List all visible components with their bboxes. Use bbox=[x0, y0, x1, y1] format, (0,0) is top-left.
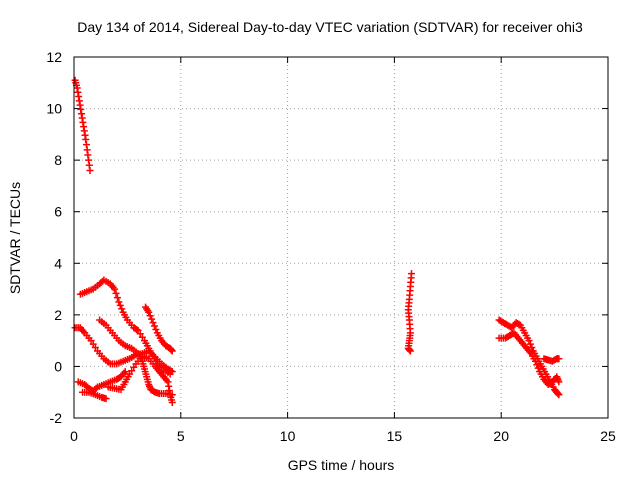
data-point-marker bbox=[86, 166, 94, 174]
x-tick-label: 25 bbox=[600, 428, 616, 444]
data-point-marker bbox=[145, 308, 153, 316]
series-arc-12 bbox=[540, 355, 563, 365]
data-point-marker bbox=[111, 285, 119, 293]
data-point-marker bbox=[112, 289, 120, 297]
data-point-marker bbox=[146, 312, 154, 320]
data-point-marker bbox=[526, 340, 534, 348]
data-point-marker bbox=[150, 322, 158, 330]
y-tick-label: -2 bbox=[50, 410, 63, 426]
data-point-marker bbox=[133, 325, 141, 333]
data-points bbox=[71, 76, 563, 407]
data-point-marker bbox=[113, 294, 121, 302]
data-point-marker bbox=[149, 319, 157, 327]
plot-frame bbox=[73, 56, 609, 419]
y-tick-label: 6 bbox=[54, 204, 62, 220]
data-point-marker bbox=[528, 344, 536, 352]
series-arc-6 bbox=[74, 368, 129, 395]
series-arc-1 bbox=[71, 76, 94, 174]
x-axis-label: GPS time / hours bbox=[288, 457, 395, 473]
data-point-marker bbox=[406, 347, 414, 355]
x-tick-label: 15 bbox=[387, 428, 403, 444]
series-arc-10 bbox=[495, 316, 563, 399]
series-arc-3 bbox=[71, 324, 176, 376]
data-point-marker bbox=[102, 395, 110, 403]
series-arc-8 bbox=[104, 352, 176, 407]
data-point-marker bbox=[116, 301, 124, 309]
y-tick-label: 12 bbox=[46, 49, 62, 65]
data-point-marker bbox=[152, 325, 160, 333]
series-arc-9 bbox=[404, 270, 415, 355]
data-point-marker bbox=[168, 399, 176, 407]
data-point-marker bbox=[555, 378, 563, 386]
data-point-marker bbox=[534, 364, 542, 372]
data-point-marker bbox=[168, 347, 176, 355]
data-point-marker bbox=[92, 384, 100, 392]
x-tick-label: 20 bbox=[493, 428, 509, 444]
series-arc-7 bbox=[79, 388, 110, 403]
y-axis-label: SDTVAR / TECUs bbox=[7, 182, 23, 294]
data-point-marker bbox=[118, 305, 126, 313]
x-tick-label: 5 bbox=[177, 428, 185, 444]
series-arc-5 bbox=[142, 303, 176, 355]
chart-title: Day 134 of 2014, Sidereal Day-to-day VTE… bbox=[77, 19, 583, 35]
data-point-marker bbox=[167, 367, 175, 375]
y-tick-label: 8 bbox=[54, 152, 62, 168]
data-point-marker bbox=[148, 315, 156, 323]
data-point-marker bbox=[533, 361, 541, 369]
data-point-marker bbox=[115, 298, 123, 306]
data-point-marker bbox=[531, 357, 539, 365]
series-arc-11 bbox=[495, 329, 563, 388]
data-point-marker bbox=[525, 337, 533, 345]
x-tick-label: 0 bbox=[70, 428, 78, 444]
data-point-marker bbox=[555, 391, 563, 399]
y-tick-label: 10 bbox=[46, 101, 62, 117]
axis-ticks: 0 5 10 15 20 25 -2 0 2 4 6 8 10 12 bbox=[46, 49, 616, 444]
y-tick-label: 4 bbox=[54, 255, 62, 271]
x-tick-label: 10 bbox=[280, 428, 296, 444]
y-tick-label: 2 bbox=[54, 307, 62, 323]
data-point-marker bbox=[168, 368, 176, 376]
y-tick-label: 0 bbox=[54, 358, 62, 374]
data-point-marker bbox=[121, 368, 129, 376]
data-point-marker bbox=[555, 355, 563, 363]
